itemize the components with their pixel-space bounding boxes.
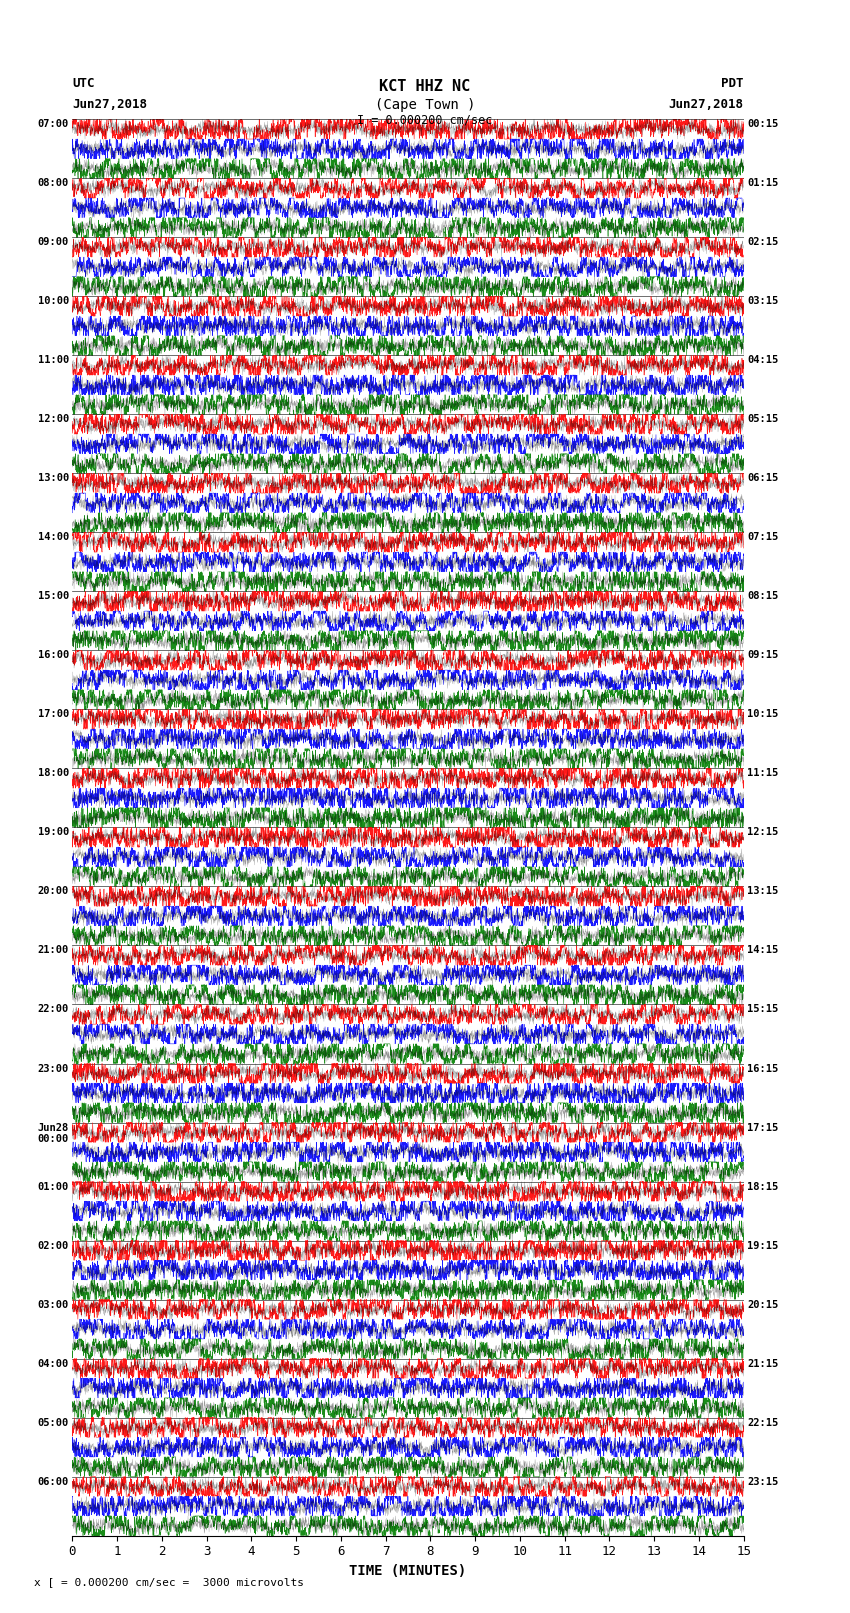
Text: 11:00: 11:00: [37, 355, 69, 366]
Text: 12:00: 12:00: [37, 415, 69, 424]
Text: 19:00: 19:00: [37, 827, 69, 837]
Text: 12:15: 12:15: [747, 827, 779, 837]
Text: 14:00: 14:00: [37, 532, 69, 542]
Text: 13:00: 13:00: [37, 474, 69, 484]
Text: 13:15: 13:15: [747, 887, 779, 897]
Text: 10:15: 10:15: [747, 710, 779, 719]
Text: 17:00: 17:00: [37, 710, 69, 719]
Text: 05:00: 05:00: [37, 1418, 69, 1428]
Text: 21:15: 21:15: [747, 1358, 779, 1368]
Text: 22:00: 22:00: [37, 1005, 69, 1015]
Text: 10:00: 10:00: [37, 297, 69, 306]
Text: 16:00: 16:00: [37, 650, 69, 660]
Text: 04:00: 04:00: [37, 1358, 69, 1368]
Text: 18:00: 18:00: [37, 768, 69, 779]
Text: 19:15: 19:15: [747, 1240, 779, 1250]
Text: 01:00: 01:00: [37, 1181, 69, 1192]
Text: 16:15: 16:15: [747, 1063, 779, 1074]
Text: 11:15: 11:15: [747, 768, 779, 779]
Text: 17:15: 17:15: [747, 1123, 779, 1132]
Text: 20:15: 20:15: [747, 1300, 779, 1310]
Text: 21:00: 21:00: [37, 945, 69, 955]
Text: 08:00: 08:00: [37, 179, 69, 189]
Text: 04:15: 04:15: [747, 355, 779, 366]
Text: 05:15: 05:15: [747, 415, 779, 424]
Text: 08:15: 08:15: [747, 592, 779, 602]
Text: UTC: UTC: [72, 77, 94, 90]
Text: 06:00: 06:00: [37, 1476, 69, 1487]
Text: 09:00: 09:00: [37, 237, 69, 247]
Text: I = 0.000200 cm/sec: I = 0.000200 cm/sec: [357, 113, 493, 127]
Text: (Cape Town ): (Cape Town ): [375, 98, 475, 113]
Text: 06:15: 06:15: [747, 474, 779, 484]
Text: Jun28
00:00: Jun28 00:00: [37, 1123, 69, 1144]
Text: Jun27,2018: Jun27,2018: [72, 98, 147, 111]
Text: 14:15: 14:15: [747, 945, 779, 955]
Text: 02:00: 02:00: [37, 1240, 69, 1250]
Text: PDT: PDT: [722, 77, 744, 90]
Text: x [ = 0.000200 cm/sec =  3000 microvolts: x [ = 0.000200 cm/sec = 3000 microvolts: [34, 1578, 304, 1587]
Text: 01:15: 01:15: [747, 179, 779, 189]
Text: 23:15: 23:15: [747, 1476, 779, 1487]
Text: 07:00: 07:00: [37, 119, 69, 129]
Text: 15:00: 15:00: [37, 592, 69, 602]
Text: 03:15: 03:15: [747, 297, 779, 306]
Text: 15:15: 15:15: [747, 1005, 779, 1015]
Text: KCT HHZ NC: KCT HHZ NC: [379, 79, 471, 94]
Text: 02:15: 02:15: [747, 237, 779, 247]
X-axis label: TIME (MINUTES): TIME (MINUTES): [349, 1565, 467, 1578]
Text: 09:15: 09:15: [747, 650, 779, 660]
Text: 20:00: 20:00: [37, 887, 69, 897]
Text: 22:15: 22:15: [747, 1418, 779, 1428]
Text: 00:15: 00:15: [747, 119, 779, 129]
Text: Jun27,2018: Jun27,2018: [669, 98, 744, 111]
Text: 18:15: 18:15: [747, 1181, 779, 1192]
Text: 03:00: 03:00: [37, 1300, 69, 1310]
Text: 07:15: 07:15: [747, 532, 779, 542]
Text: 23:00: 23:00: [37, 1063, 69, 1074]
